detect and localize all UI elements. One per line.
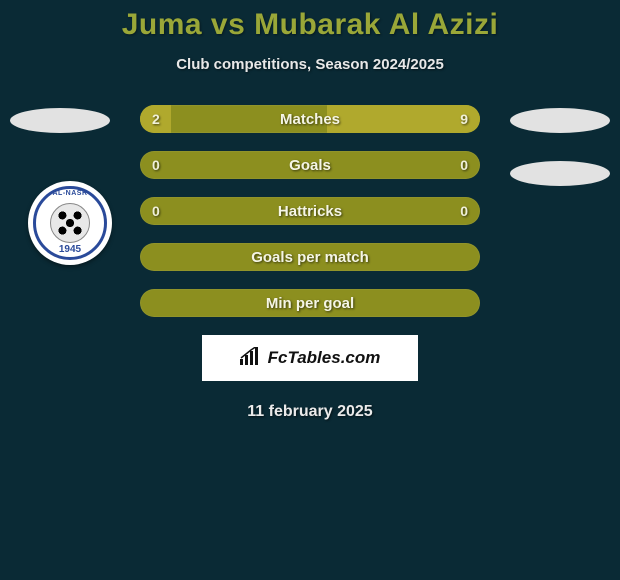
stat-row-goals: 0 Goals 0 [140,151,480,179]
stat-label: Goals [289,157,331,174]
footer-date: 11 february 2025 [0,403,620,421]
stat-label: Matches [280,111,340,128]
stat-left-value: 2 [152,111,160,127]
stat-label: Hattricks [278,203,342,220]
stat-fill-right [327,105,480,133]
right-player-slot-1 [510,108,610,133]
stat-label: Min per goal [266,295,354,312]
soccer-ball-icon [50,203,90,243]
club-badge-year: 1945 [59,244,81,255]
bar-chart-icon [240,347,262,370]
stat-row-goals-per-match: Goals per match [140,243,480,271]
brand-box: FcTables.com [202,335,418,381]
comparison-block: AL-NASR 1945 2 Matches 9 0 Goals 0 0 Hat… [0,105,620,421]
page-title: Juma vs Mubarak Al Azizi [0,0,620,42]
stat-label: Goals per match [251,249,369,266]
club-badge-top-text: AL-NASR [53,190,88,197]
left-player-slot-1 [10,108,110,133]
stat-row-hattricks: 0 Hattricks 0 [140,197,480,225]
left-club-badge: AL-NASR 1945 [28,181,112,265]
stat-right-value: 9 [460,111,468,127]
brand-text: FcTables.com [268,348,381,368]
club-badge-ring: AL-NASR 1945 [33,186,107,260]
stat-row-matches: 2 Matches 9 [140,105,480,133]
right-player-slot-2 [510,161,610,186]
stat-left-value: 0 [152,203,160,219]
stat-right-value: 0 [460,203,468,219]
stat-row-min-per-goal: Min per goal [140,289,480,317]
stat-right-value: 0 [460,157,468,173]
stat-left-value: 0 [152,157,160,173]
subtitle: Club competitions, Season 2024/2025 [0,56,620,73]
stat-bars: 2 Matches 9 0 Goals 0 0 Hattricks 0 Goal… [140,105,480,317]
